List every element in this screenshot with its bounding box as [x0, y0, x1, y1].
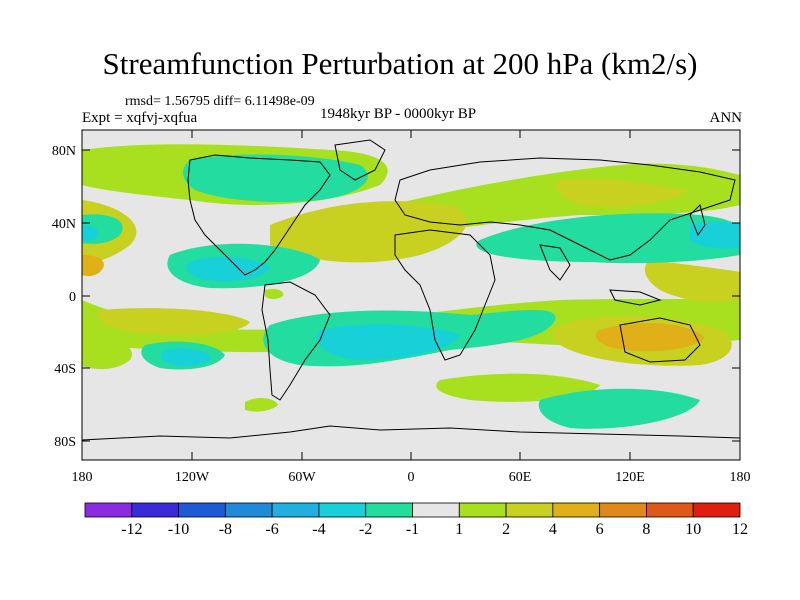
colorbar-swatch	[552, 502, 601, 518]
colorbar-swatch	[84, 502, 133, 518]
colorbar-label: 2	[502, 521, 510, 538]
colorbar-swatch	[458, 502, 507, 518]
colorbar-label: -8	[219, 521, 232, 538]
colorbar-label: 10	[685, 521, 701, 538]
colorbar-label: 4	[549, 521, 557, 538]
colorbar: -12 -10 -8 -6 -4 -2 -1 1 2 4 6 8 10 12	[84, 502, 748, 538]
colorbar-swatch	[131, 502, 179, 518]
colorbar-label: -10	[168, 521, 189, 538]
lat-label-0: 0	[69, 290, 76, 305]
page-title: Streamfunction Perturbation at 200 hPa (…	[102, 46, 698, 81]
coastlines	[82, 139, 740, 441]
lon-label-180e: 180	[730, 470, 751, 485]
colorbar-swatch	[318, 502, 367, 518]
colorbar-label: -1	[406, 521, 419, 538]
colorbar-swatch	[505, 502, 554, 518]
colorbar-swatch	[692, 502, 741, 518]
colorbar-label: 12	[732, 521, 748, 538]
lon-label-60e: 60E	[509, 470, 532, 485]
colorbar-swatch	[599, 502, 647, 518]
colorbar-swatch	[412, 502, 460, 518]
lat-label-40s: 40S	[54, 362, 76, 377]
colorbar-label: 6	[596, 521, 604, 538]
colorbar-swatch	[271, 502, 320, 518]
colorbar-swatch	[646, 502, 694, 518]
lon-label-0: 0	[408, 470, 415, 485]
lon-label-180w: 180	[72, 470, 93, 485]
season-label: ANN	[709, 110, 743, 126]
lat-label-40n: 40N	[52, 217, 76, 232]
colorbar-label: 1	[455, 521, 463, 538]
colorbar-label: -4	[312, 521, 325, 538]
colorbar-swatch	[224, 502, 273, 518]
experiment-label: Expt = xqfvj-xqfua	[82, 110, 198, 126]
period-label: 1948kyr BP - 0000kyr BP	[320, 106, 477, 122]
colorbar-swatch	[178, 502, 226, 518]
lon-label-60w: 60W	[288, 470, 316, 485]
lat-label-80n: 80N	[52, 144, 76, 159]
lon-ticks	[191, 130, 631, 460]
lon-label-120e: 120E	[615, 470, 645, 485]
lat-label-80s: 80S	[54, 435, 76, 450]
colorbar-label: 8	[642, 521, 650, 538]
colorbar-label: -2	[359, 521, 372, 538]
colorbar-swatch	[365, 502, 413, 518]
colorbar-label: -12	[121, 521, 142, 538]
contour-field	[82, 139, 740, 441]
lon-label-120w: 120W	[175, 470, 210, 485]
stats-text: rmsd= 1.56795 diff= 6.11498e-09	[125, 94, 315, 109]
colorbar-label: -6	[265, 521, 278, 538]
lat-ticks	[82, 149, 740, 442]
